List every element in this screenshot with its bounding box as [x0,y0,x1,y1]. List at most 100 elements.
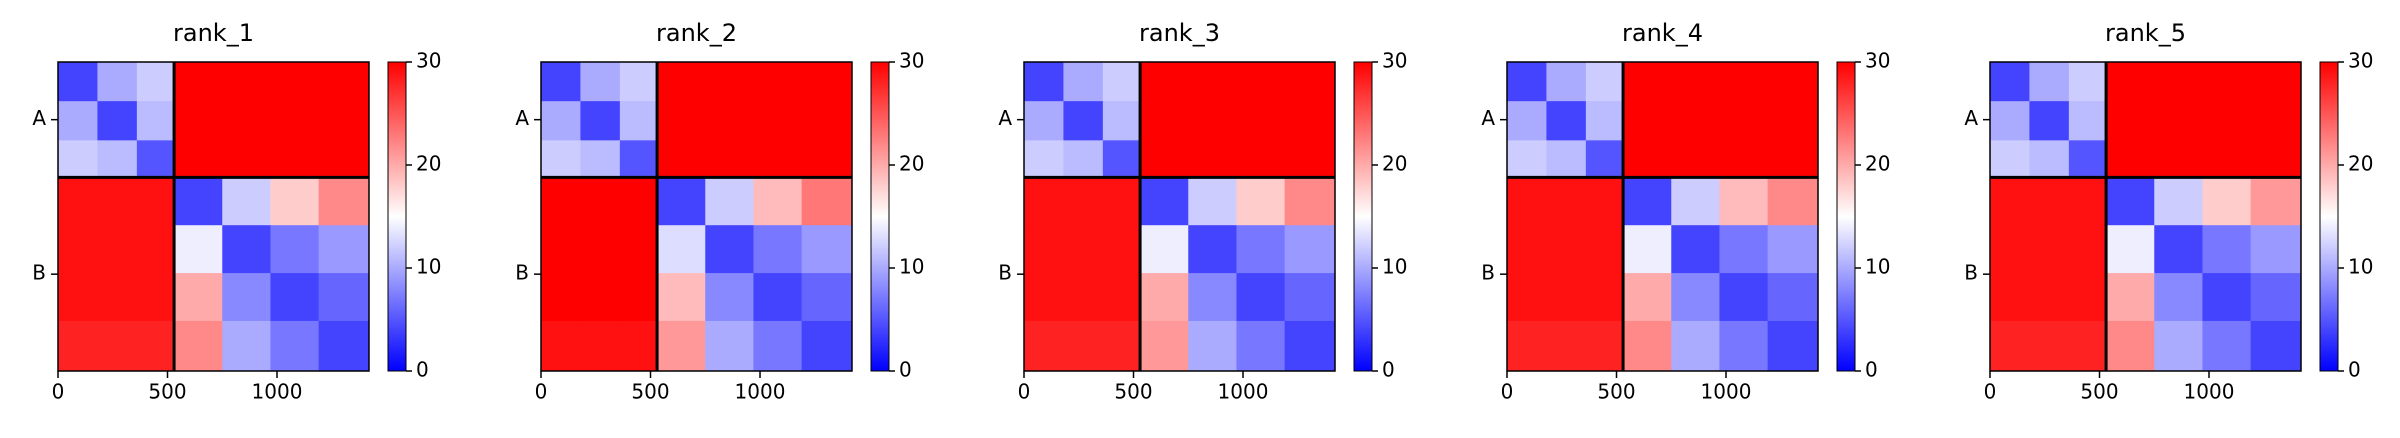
heatmap-cell [1585,101,1624,141]
heatmap-cell [136,140,175,178]
heatmap-cell [1188,320,1237,372]
heatmap-cell [2068,320,2107,372]
heatmap-cell [657,320,706,372]
heatmap-cell [619,62,658,102]
heatmap-cell [1719,177,1769,226]
chart-title: rank_3 [1139,19,1220,47]
heatmap-cell [1671,320,1720,372]
heatmap-cell [58,140,98,178]
heatmap-cell [1140,140,1189,178]
heatmap-cell [753,225,803,274]
y-tick-label: A [515,106,529,130]
heatmap-cell [541,101,581,141]
heatmap-cell [1024,225,1064,274]
chart-title: rank_5 [2105,19,2186,47]
heatmap-cell [1585,225,1624,274]
heatmap-cell [2068,140,2107,178]
heatmap-cell [1546,101,1587,141]
heatmap-cell [58,101,98,141]
colorbar-tick-label: 10 [1382,255,1407,279]
y-tick-label: B [32,261,46,285]
heatmap-cell [318,273,370,322]
heatmap-cell [1623,320,1672,372]
heatmap-cell [1284,320,1336,372]
heatmap-cell [97,62,138,102]
heatmap-cell [541,140,581,178]
heatmap-cell [318,62,370,102]
heatmap-cell [753,177,803,226]
colorbar-tick-label: 0 [1382,358,1395,382]
heatmap-cell [1623,140,1672,178]
heatmap-cell [222,225,271,274]
heatmap-cell [2250,177,2302,226]
heatmap-cell [318,320,370,372]
heatmap-cell [1188,177,1237,226]
heatmap-cell [1507,273,1547,322]
heatmap-cell [2250,62,2302,102]
heatmap-cell [136,320,175,372]
heatmap-cell [1623,273,1672,322]
heatmap-cell [1188,62,1237,102]
y-tick-label: B [998,261,1012,285]
heatmap-cell [1585,140,1624,178]
heatmap-cell [657,62,706,102]
heatmap-cell [174,140,223,178]
heatmap-cell [1671,225,1720,274]
heatmap-cell [2202,177,2252,226]
y-tick-label: A [998,106,1012,130]
heatmap-cell [2068,101,2107,141]
heatmap-cell [222,273,271,322]
heatmap-cell [1284,62,1336,102]
heatmap-cell [801,62,853,102]
heatmap-cell [753,101,803,141]
heatmap-cell [2202,101,2252,141]
heatmap-cell [580,273,621,322]
heatmap-cell [270,320,320,372]
heatmap-cell [1188,101,1237,141]
colorbar-tick-label: 10 [2348,255,2373,279]
heatmap-cell [2068,225,2107,274]
heatmap-cell [2068,177,2107,226]
heatmap-cell [136,225,175,274]
heatmap-cell [97,101,138,141]
heatmap-cell [222,320,271,372]
y-tick-label: B [1964,261,1978,285]
heatmap-cell [1546,273,1587,322]
heatmap-cell [1102,101,1141,141]
heatmap-cell [270,101,320,141]
heatmap-cell [705,140,754,178]
heatmap-cell [58,62,98,102]
heatmap-cell [1024,320,1064,372]
colorbar-tick-label: 0 [416,358,429,382]
heatmap-cell [2202,273,2252,322]
heatmap-cell [1284,101,1336,141]
heatmap-cell [1990,62,2030,102]
heatmap-cell [1767,62,1819,102]
heatmap-cell [1188,225,1237,274]
heatmap-cell [174,320,223,372]
heatmap-cell [2068,273,2107,322]
heatmap-cell [1140,62,1189,102]
heatmap-cell [753,273,803,322]
heatmap-cell [58,177,98,226]
heatmap-cell [1623,225,1672,274]
heatmap-cell [1671,140,1720,178]
heatmap-cell [1719,101,1769,141]
heatmap-cell [1507,177,1547,226]
heatmap-cell [1719,320,1769,372]
heatmap-cell [1546,177,1587,226]
y-tick-label: A [1481,106,1495,130]
heatmap-cell [2154,225,2203,274]
heatmap-cell [619,320,658,372]
heatmap-cell [2154,140,2203,178]
heatmap-cell [1990,177,2030,226]
heatmap-cell [541,225,581,274]
colorbar-tick-label: 10 [1865,255,1890,279]
heatmap-cell [619,101,658,141]
heatmap-cell [657,177,706,226]
colorbar [1836,61,1856,372]
heatmap-cell [1236,140,1286,178]
heatmap-cell [222,101,271,141]
heatmap-cell [1546,140,1587,178]
colorbar-tick-label: 20 [416,152,441,176]
